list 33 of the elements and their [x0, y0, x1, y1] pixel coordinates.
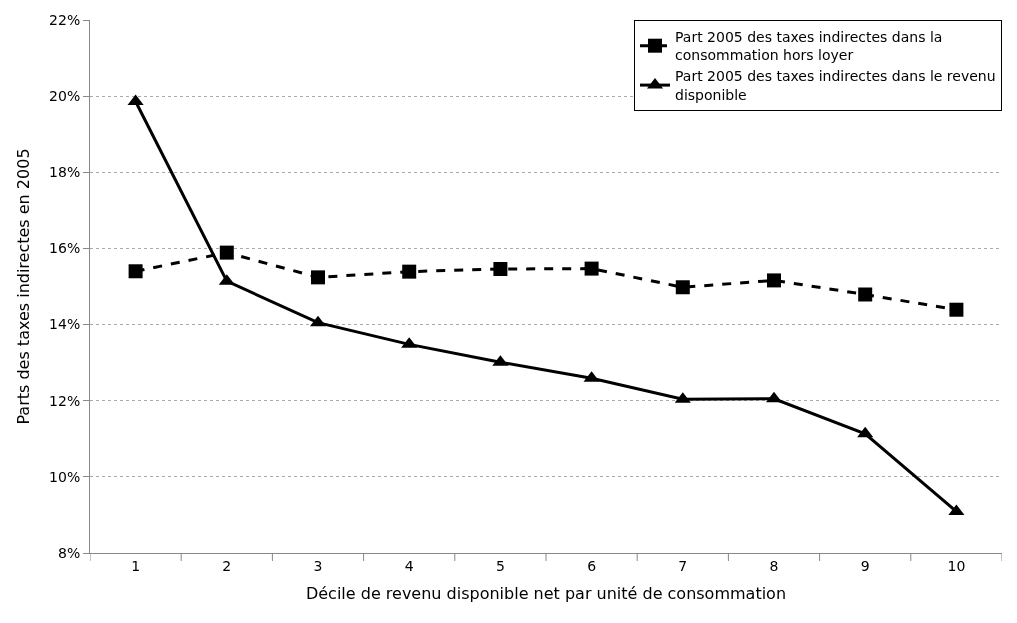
- legend-label: Part 2005 des taxes indirectes dans la consommation hors loyer: [675, 29, 943, 64]
- x-axis-title: Décile de revenu disponible net par unité de consommation: [305, 584, 787, 604]
- y-axis-title: Parts des taxes indirectes en 2005: [13, 148, 33, 425]
- point: [767, 273, 781, 288]
- point: [493, 261, 508, 276]
- point: [128, 264, 143, 279]
- x-tick-label: 3: [313, 557, 323, 574]
- legend-label: Part 2005 des taxes indirectes dans le revenu disponible: [675, 68, 996, 103]
- y-tick-label: 20%: [49, 88, 81, 105]
- x-tick-label: 4: [404, 557, 414, 574]
- point: [858, 287, 873, 302]
- point: [675, 280, 690, 295]
- x-tick-label: 1: [131, 557, 141, 574]
- y-tick-label: 14%: [49, 316, 81, 333]
- y-tick-label: 18%: [49, 164, 81, 181]
- y-tick-label: 12%: [49, 392, 81, 409]
- x-tick-label: 5: [495, 557, 505, 574]
- x-tick-label: 9: [860, 557, 870, 574]
- x-tick-label: 6: [587, 557, 597, 574]
- point: [219, 245, 234, 260]
- point: [311, 270, 325, 285]
- point: [857, 426, 874, 438]
- y-tick-label: 10%: [49, 468, 81, 485]
- x-tick-label: 7: [678, 557, 688, 574]
- y-tick-label: 8%: [57, 544, 81, 561]
- point: [584, 261, 599, 276]
- y-tick-label: 16%: [49, 240, 81, 257]
- y-tick-label: 22%: [49, 11, 81, 28]
- x-tick-label: 2: [222, 557, 232, 574]
- point: [949, 302, 964, 317]
- point: [402, 264, 417, 279]
- x-tick-label: 8: [769, 557, 779, 574]
- x-tick-label: 10: [947, 557, 966, 574]
